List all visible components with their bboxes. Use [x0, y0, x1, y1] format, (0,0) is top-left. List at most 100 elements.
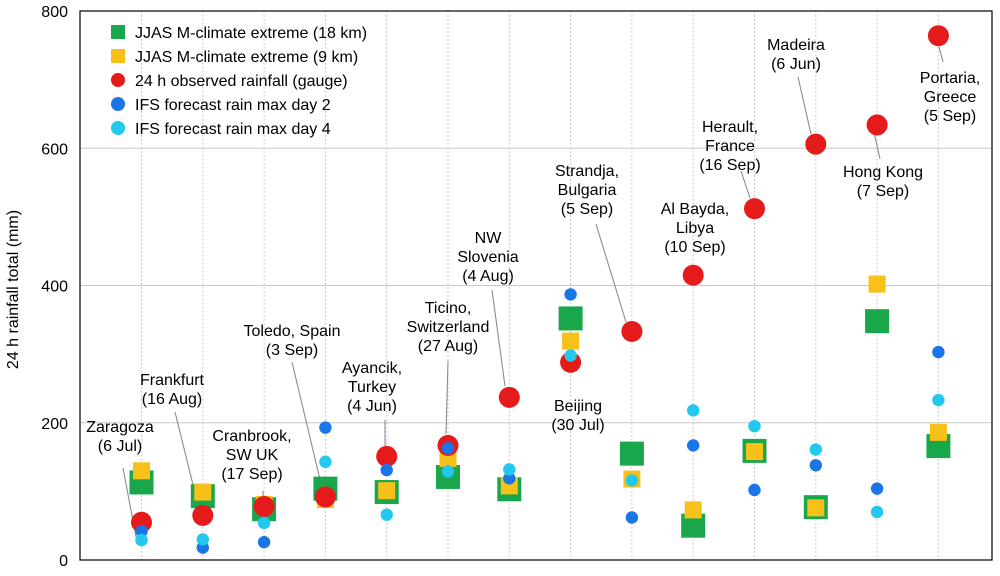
series-4-point [135, 533, 148, 547]
legend-marker [111, 49, 125, 63]
annotation-line: (5 Sep) [924, 108, 976, 125]
series-3-point [319, 421, 332, 434]
event-annotation: NW Slovenia (4 Aug) [457, 230, 518, 285]
series-4-point [503, 463, 516, 476]
annotation-line: Greece [924, 89, 977, 106]
annotation-line: Bulgaria [558, 182, 617, 199]
annotation-line: Frankfurt [140, 372, 205, 389]
annotation-line: Madeira [767, 37, 825, 54]
series-2-point [927, 25, 949, 47]
annotation-line: (4 Jun) [347, 398, 397, 415]
annotation-line: (27 Aug) [418, 338, 478, 355]
series-4-point [196, 533, 209, 546]
annotation-line: (6 Jun) [771, 56, 821, 73]
series-0-point [558, 306, 583, 331]
legend-marker [111, 121, 125, 135]
series-4-point [870, 505, 884, 519]
annotation-line: (4 Aug) [462, 268, 514, 285]
series-2-point [131, 511, 152, 533]
series-2-point [621, 320, 643, 342]
series-4-point [257, 516, 271, 530]
annotation-line: (5 Sep) [561, 201, 613, 218]
annotations: Zaragoza (6 Jul) Frankfurt (16 Aug) Cranbroo… [86, 37, 980, 483]
annotation-leaders [122, 46, 944, 538]
legend-marker [111, 25, 125, 39]
series-3-point [135, 524, 148, 538]
annotation-line: Slovenia [457, 249, 518, 266]
y-tick-label: 600 [41, 141, 68, 158]
annotation-leader-line [491, 289, 506, 387]
event-annotation: Madeira (6 Jun) [767, 37, 825, 73]
annotation-line: Ticino, [425, 300, 472, 317]
event-annotation: Ayancik, Turkey (4 Jun) [342, 360, 402, 415]
series-4-point [809, 443, 822, 456]
gridlines [80, 11, 992, 560]
y-tick-label: 800 [41, 4, 68, 21]
series-2-point [805, 133, 827, 155]
series-3-point [809, 459, 822, 472]
series-1-point [868, 275, 886, 293]
series-1-point [929, 423, 947, 441]
y-tick-label: 200 [41, 416, 68, 433]
annotation-line: Libya [676, 220, 714, 237]
annotation-leader-line [445, 360, 449, 435]
series-3-point [932, 345, 945, 359]
event-annotation: Frankfurt (16 Aug) [140, 372, 205, 408]
annotation-leader-line [595, 223, 627, 323]
series-4-point [441, 465, 455, 478]
legend-label: IFS forecast rain max day 2 [135, 97, 331, 114]
annotation-leader-line [797, 76, 812, 135]
annotation-line: (16 Aug) [142, 391, 202, 408]
annotation-line: (10 Sep) [664, 239, 725, 256]
series-1-point [562, 332, 580, 350]
series-2-point [192, 504, 214, 526]
series-2-point [498, 386, 520, 408]
event-annotation: Toledo, Spain (3 Sep) [244, 323, 341, 359]
series-4-point [687, 404, 700, 417]
series-1-point [378, 482, 396, 500]
series-2-point [866, 114, 888, 136]
series-1-point [807, 499, 825, 517]
legend-label: IFS forecast rain max day 4 [135, 121, 331, 138]
series-1-point [684, 501, 702, 519]
series-4-point [319, 455, 332, 469]
legend-label: 24 h observed rainfall (gauge) [135, 73, 348, 90]
series-4-point [625, 474, 639, 487]
annotation-line: (6 Jul) [98, 438, 142, 455]
annotation-line: (30 Jul) [551, 417, 604, 434]
series-3-point [441, 441, 455, 455]
series-1-point [746, 443, 763, 461]
axes: 0 200 400 600 800 24 h rainfall total (mm) [5, 4, 993, 570]
annotation-line: Turkey [348, 379, 396, 396]
series-3-point [380, 463, 393, 477]
annotation-leader-line [740, 170, 751, 199]
series-1-point [194, 483, 212, 501]
event-annotation: Zaragoza (6 Jul) [86, 419, 154, 455]
annotation-line: (16 Sep) [699, 157, 760, 174]
annotation-line: Herault, [702, 119, 758, 136]
event-annotation: Hong Kong (7 Sep) [843, 164, 923, 200]
event-annotation: Al Bayda, Libya (10 Sep) [661, 201, 729, 256]
annotation-leader-line [938, 46, 944, 63]
annotation-line: Portaria, [920, 70, 980, 87]
annotation-leader-line [291, 361, 323, 489]
event-annotation: Cranbrook, SW UK (17 Sep) [212, 428, 291, 483]
annotation-line: Cranbrook, [212, 428, 291, 445]
annotation-line: SW UK [226, 447, 279, 464]
legend-marker [111, 73, 125, 87]
annotation-line: France [705, 138, 755, 155]
annotation-leader-line [873, 131, 881, 160]
event-annotation: Beijing (30 Jul) [551, 398, 604, 434]
series-2-point [682, 264, 704, 286]
annotation-line: (7 Sep) [857, 183, 909, 200]
series-3-point [503, 472, 516, 485]
series-0-point [865, 309, 890, 334]
series-3-point [687, 439, 700, 452]
annotation-line: Ayancik, [342, 360, 402, 377]
annotation-line: (3 Sep) [266, 342, 318, 359]
plot-frame [79, 10, 993, 561]
series-1-point [133, 462, 150, 480]
series-4-point [380, 508, 393, 521]
y-axis-title: 24 h rainfall total (mm) [5, 210, 22, 369]
